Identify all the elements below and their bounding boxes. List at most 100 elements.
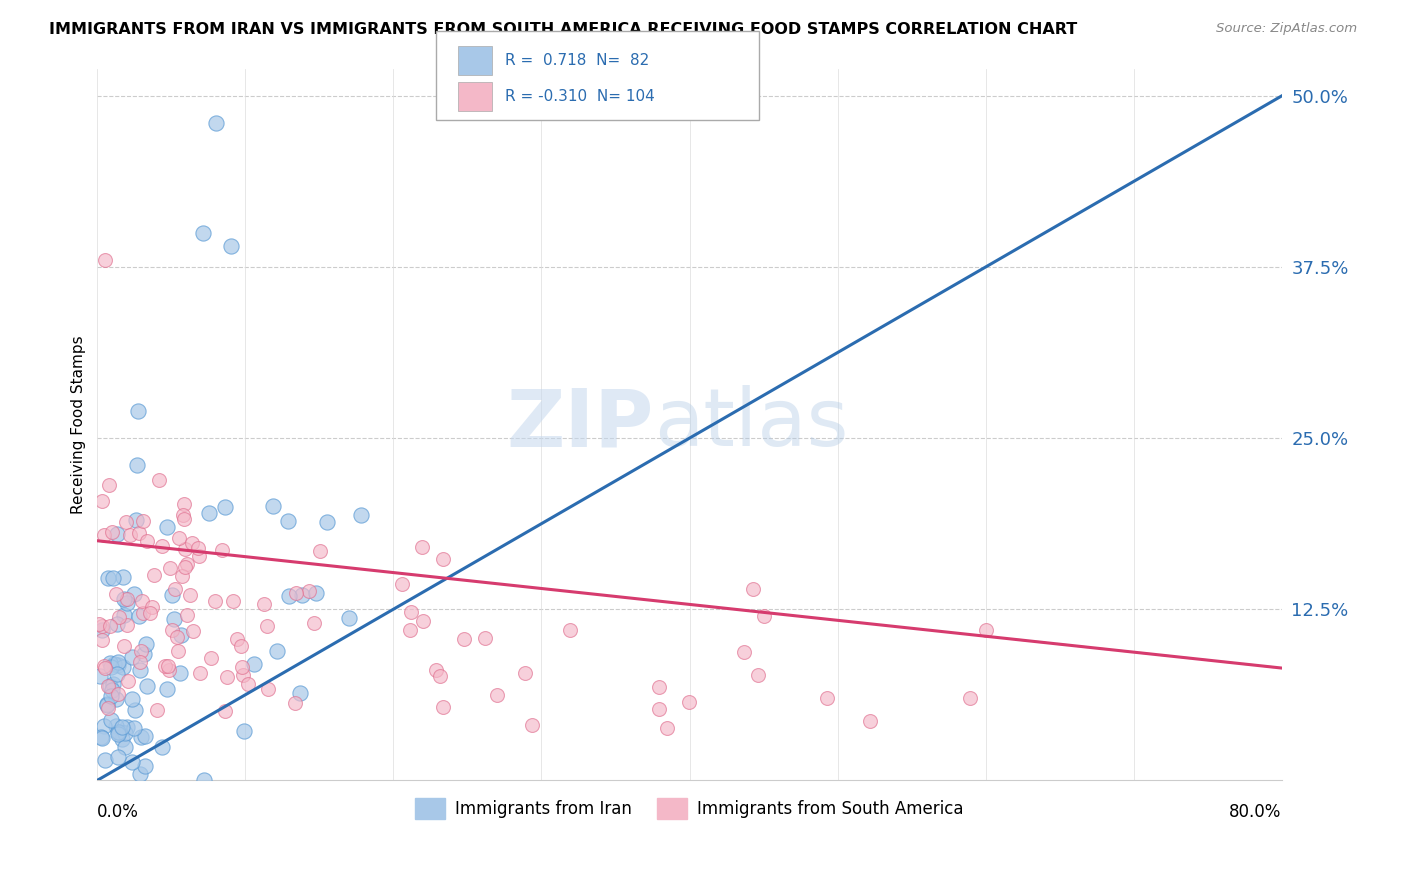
Point — [193, 772, 215, 787]
Point — [232, 668, 254, 682]
Point — [176, 557, 198, 571]
Point — [124, 703, 146, 717]
Point — [298, 583, 321, 598]
Point — [107, 724, 129, 739]
Point — [105, 527, 128, 541]
Point — [173, 497, 195, 511]
Point — [522, 718, 544, 732]
Point — [104, 719, 127, 733]
Point — [266, 644, 288, 658]
Point — [188, 549, 211, 564]
Point — [156, 520, 179, 534]
Point — [558, 623, 581, 637]
Point — [89, 669, 111, 683]
Point — [121, 692, 143, 706]
Point — [94, 753, 117, 767]
Point — [678, 695, 700, 709]
Point — [222, 594, 245, 608]
Point — [94, 661, 117, 675]
Point — [105, 692, 128, 706]
Point — [399, 623, 422, 637]
Point — [94, 253, 117, 268]
Point — [429, 669, 451, 683]
Point — [474, 631, 496, 645]
Point — [284, 696, 307, 710]
Point — [115, 720, 138, 734]
Point — [284, 585, 307, 599]
Point — [399, 605, 422, 619]
Text: IMMIGRANTS FROM IRAN VS IMMIGRANTS FROM SOUTH AMERICA RECEIVING FOOD STAMPS CORR: IMMIGRANTS FROM IRAN VS IMMIGRANTS FROM … — [49, 22, 1077, 37]
Point — [100, 689, 122, 703]
Point — [859, 714, 882, 729]
Point — [97, 571, 120, 585]
Point — [191, 226, 214, 240]
Point — [121, 756, 143, 770]
Point — [91, 623, 114, 637]
Point — [114, 740, 136, 755]
Point — [291, 588, 314, 602]
Point — [141, 600, 163, 615]
Point — [101, 682, 124, 697]
Point — [302, 615, 325, 630]
Legend: Immigrants from Iran, Immigrants from South America: Immigrants from Iran, Immigrants from So… — [409, 792, 970, 825]
Point — [733, 645, 755, 659]
Point — [97, 680, 120, 694]
Point — [198, 507, 221, 521]
Point — [131, 593, 153, 607]
Point — [90, 731, 112, 745]
Point — [107, 750, 129, 764]
Point — [134, 759, 156, 773]
Point — [117, 618, 139, 632]
Point — [101, 677, 124, 691]
Point — [117, 674, 139, 689]
Point — [172, 508, 194, 522]
Point — [129, 643, 152, 657]
Point — [135, 533, 157, 548]
Point — [167, 643, 190, 657]
Point — [115, 595, 138, 609]
Point — [153, 658, 176, 673]
Point — [256, 619, 278, 633]
Point — [181, 536, 204, 550]
Point — [159, 561, 181, 575]
Point — [432, 552, 454, 566]
Point — [188, 665, 211, 680]
Point — [170, 628, 193, 642]
Y-axis label: Receiving Food Stamps: Receiving Food Stamps — [72, 335, 86, 514]
Point — [211, 542, 233, 557]
Point — [101, 525, 124, 540]
Point — [173, 512, 195, 526]
Text: R = -0.310  N= 104: R = -0.310 N= 104 — [505, 89, 655, 103]
Point — [112, 570, 135, 584]
Point — [156, 681, 179, 696]
Point — [131, 606, 153, 620]
Point — [204, 116, 226, 130]
Point — [87, 616, 110, 631]
Point — [174, 560, 197, 574]
Point — [135, 679, 157, 693]
Point — [219, 239, 242, 253]
Text: atlas: atlas — [654, 385, 848, 464]
Point — [179, 588, 201, 602]
Point — [131, 514, 153, 528]
Point — [742, 582, 765, 596]
Point — [453, 632, 475, 647]
Point — [107, 655, 129, 669]
Point — [134, 647, 156, 661]
Point — [93, 527, 115, 541]
Point — [150, 740, 173, 755]
Point — [134, 729, 156, 743]
Point — [166, 630, 188, 644]
Point — [163, 612, 186, 626]
Point — [93, 719, 115, 733]
Point — [112, 640, 135, 654]
Point — [101, 571, 124, 585]
Point — [172, 569, 194, 583]
Point — [114, 607, 136, 622]
Point — [90, 730, 112, 744]
Point — [98, 619, 121, 633]
Point — [176, 607, 198, 622]
Point — [181, 624, 204, 639]
Point — [100, 660, 122, 674]
Point — [96, 698, 118, 712]
